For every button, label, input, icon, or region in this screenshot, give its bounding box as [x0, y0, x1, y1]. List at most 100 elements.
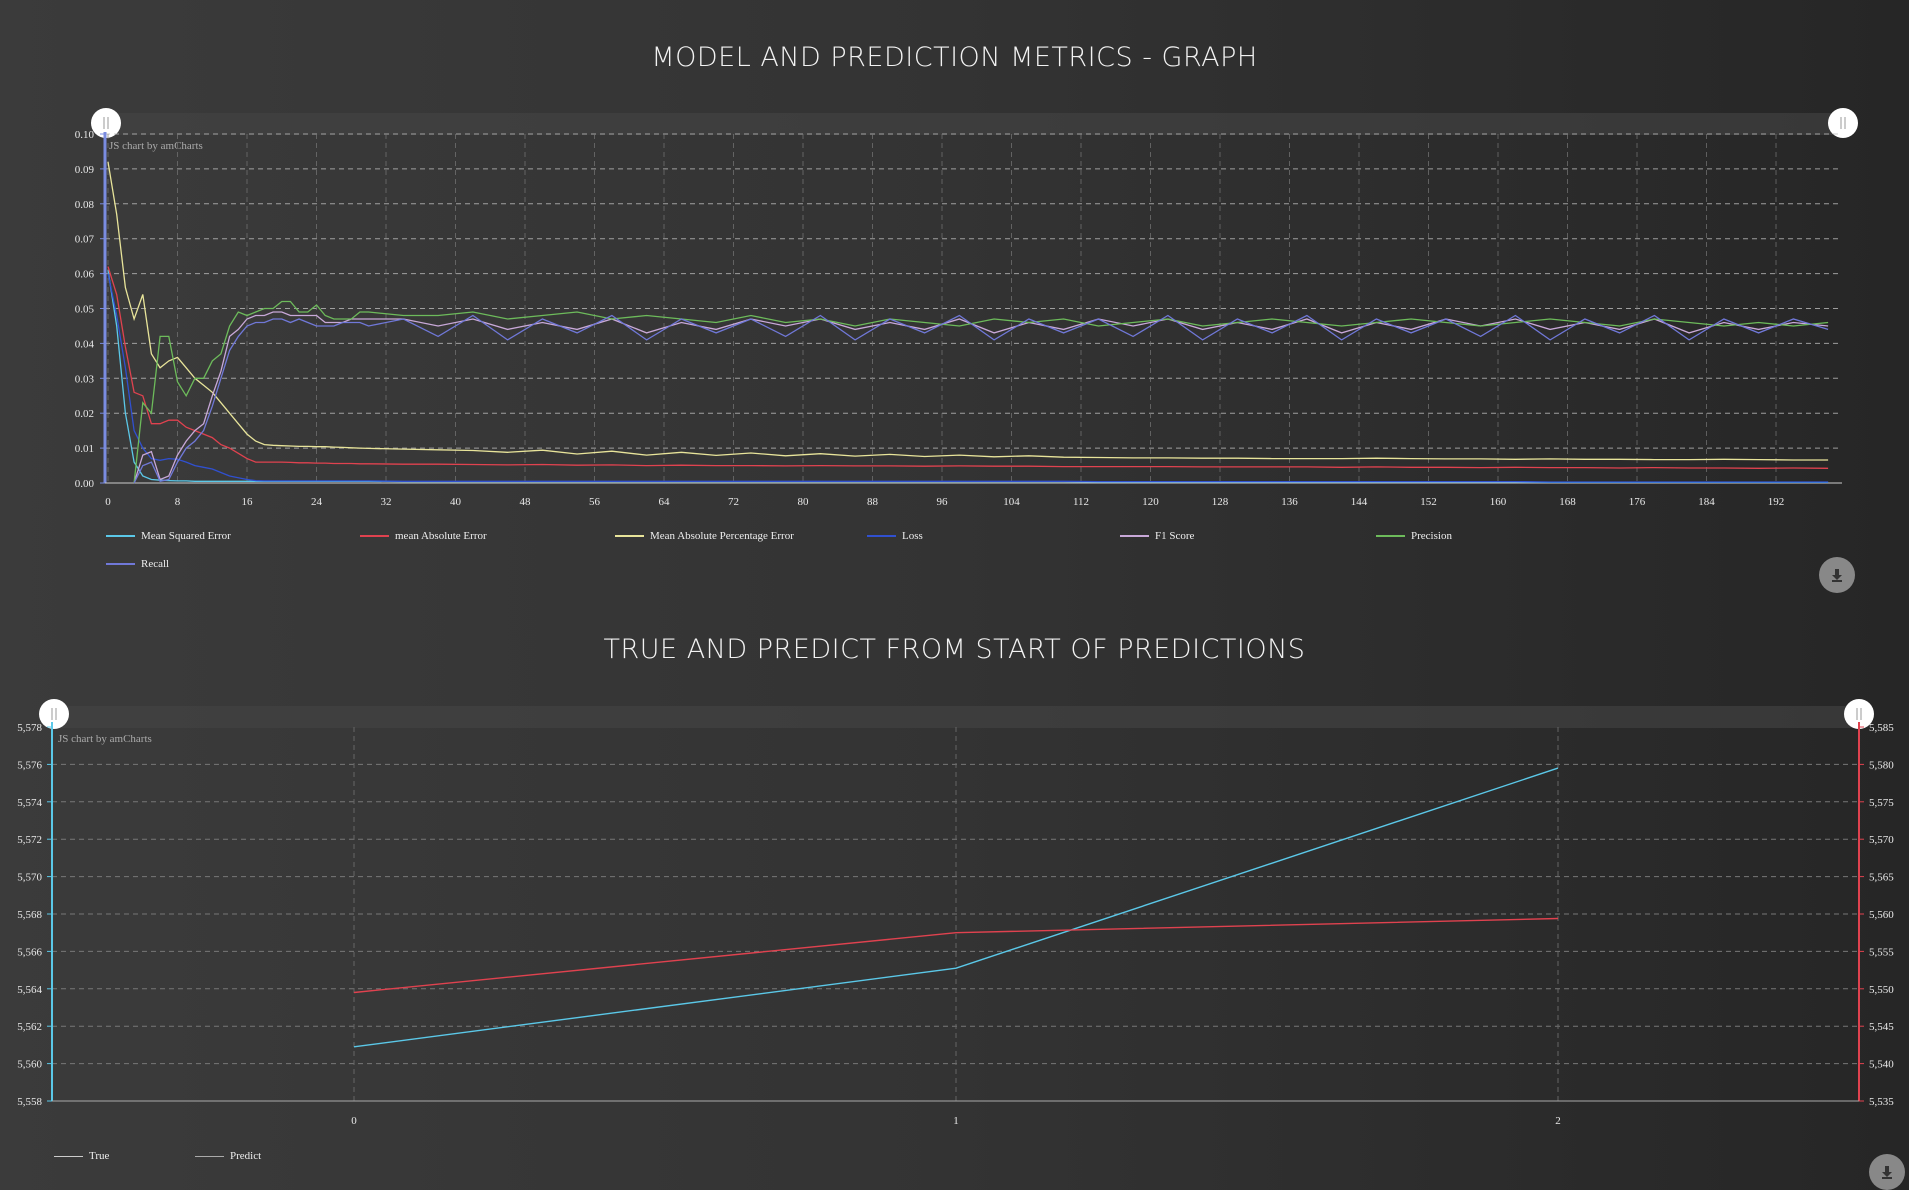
legend-label: F1 Score: [1155, 530, 1195, 542]
x-tick-label: 56: [589, 496, 601, 508]
download-icon: [1882, 1166, 1892, 1179]
series-line-mean-squared-error[interactable]: [107, 270, 1829, 483]
x-tick-label: 128: [1212, 496, 1229, 508]
legend-item[interactable]: Mean Squared Error: [106, 530, 231, 542]
scrollbar-track[interactable]: [54, 706, 1859, 728]
x-tick-label: 24: [311, 496, 323, 508]
x-tick-label: 8: [175, 496, 181, 508]
legend-label: True: [89, 1150, 110, 1162]
grip-icon: [91, 108, 121, 138]
y-tick-label: 0.06: [75, 269, 95, 281]
x-tick-label: 88: [867, 496, 879, 508]
y-left-tick-label: 5,562: [17, 1021, 42, 1033]
y-left-tick-label: 5,558: [17, 1096, 42, 1108]
x-tick-label: 64: [659, 496, 671, 508]
y-tick-label: 0.00: [75, 478, 95, 490]
legend-label: Recall: [141, 558, 170, 570]
x-tick-label: 0: [105, 496, 111, 508]
series-line-mean-absolute-percentage-error[interactable]: [107, 161, 1829, 461]
x-tick-label: 144: [1351, 496, 1368, 508]
legend-item[interactable]: Recall: [106, 558, 169, 570]
y-right-tick-label: 5,585: [1869, 722, 1894, 734]
y-right-tick-label: 5,540: [1869, 1059, 1894, 1071]
grip-icon: [1828, 108, 1858, 138]
y-tick-label: 0.04: [75, 338, 95, 350]
x-tick-label: 32: [381, 496, 392, 508]
x-tick-label: 0: [351, 1115, 357, 1127]
y-left-tick-label: 5,578: [17, 722, 42, 734]
x-tick-label: 1: [953, 1115, 959, 1127]
y-left-tick-label: 5,566: [17, 946, 42, 958]
x-tick-label: 40: [450, 496, 462, 508]
legend-item[interactable]: Loss: [867, 530, 923, 542]
y-tick-label: 0.02: [75, 408, 94, 420]
legend-label: mean Absolute Error: [395, 530, 487, 542]
legend-item[interactable]: True: [54, 1150, 109, 1162]
chart-credit-1[interactable]: JS chart by amCharts: [109, 140, 203, 152]
download-button-true-predict[interactable]: [1869, 1154, 1905, 1190]
x-tick-label: 2: [1555, 1115, 1561, 1127]
legend-label: Loss: [902, 530, 923, 542]
series-line-mean-absolute-error[interactable]: [107, 266, 1829, 469]
scrollbar-grip-left[interactable]: [91, 108, 121, 138]
y-tick-label: 0.10: [75, 129, 95, 141]
legend-swatch: [195, 1155, 224, 1157]
y-left-tick-label: 5,574: [17, 797, 42, 809]
legend-item[interactable]: mean Absolute Error: [360, 530, 487, 542]
x-tick-label: 48: [520, 496, 532, 508]
download-icon: [1832, 569, 1842, 582]
series-line-predict[interactable]: [353, 917, 1559, 994]
x-tick-label: 120: [1142, 496, 1159, 508]
legend-swatch: [54, 1155, 83, 1157]
series-line-true[interactable]: [353, 767, 1559, 1048]
y-left-tick-label: 5,572: [17, 834, 42, 846]
scrollbar-track[interactable]: [106, 113, 1843, 135]
legend-label: Mean Squared Error: [141, 530, 231, 542]
y-right-tick-label: 5,560: [1869, 909, 1894, 921]
y-tick-label: 0.09: [75, 164, 95, 176]
series-line-loss[interactable]: [107, 273, 1829, 483]
y-left-tick-label: 5,576: [17, 759, 42, 771]
true-predict-chart-title: TRUE AND PREDICT FROM START OF PREDICTIO…: [603, 634, 1306, 665]
grip-icon: [39, 699, 69, 729]
legend-swatch: [867, 535, 896, 537]
y-right-tick-label: 5,535: [1869, 1096, 1894, 1108]
y-left-tick-label: 5,560: [17, 1059, 42, 1071]
scrollbar-grip-right[interactable]: [1828, 108, 1858, 138]
legend-swatch: [615, 535, 644, 537]
x-tick-label: 72: [728, 496, 739, 508]
x-tick-label: 168: [1559, 496, 1576, 508]
chart-credit-2[interactable]: JS chart by amCharts: [58, 733, 152, 745]
y-right-tick-label: 5,565: [1869, 872, 1894, 884]
legend-item[interactable]: Precision: [1376, 530, 1452, 542]
metrics-chart-title: MODEL AND PREDICTION METRICS - GRAPH: [651, 42, 1258, 73]
x-tick-label: 184: [1698, 496, 1715, 508]
legend-item[interactable]: Predict: [195, 1150, 261, 1162]
y-left-tick-label: 5,570: [17, 872, 42, 884]
y-right-tick-label: 5,550: [1869, 984, 1894, 996]
series-line-precision[interactable]: [133, 300, 1829, 484]
x-tick-label: 152: [1420, 496, 1437, 508]
series-line-recall[interactable]: [133, 314, 1829, 484]
x-tick-label: 112: [1073, 496, 1089, 508]
legend-swatch: [106, 535, 135, 537]
legend-label: Precision: [1411, 530, 1452, 542]
legend-swatch: [1120, 535, 1149, 537]
scrollbar-grip-right[interactable]: [1844, 699, 1874, 729]
y-left-tick-label: 5,568: [17, 909, 42, 921]
y-tick-label: 0.08: [75, 199, 95, 211]
series-line-f1-score[interactable]: [133, 311, 1829, 484]
scrollbar-grip-left[interactable]: [39, 699, 69, 729]
legend-item[interactable]: F1 Score: [1120, 530, 1194, 542]
download-button-metrics[interactable]: [1819, 557, 1855, 593]
x-tick-label: 104: [1003, 496, 1020, 508]
legend-swatch: [360, 535, 389, 537]
y-tick-label: 0.05: [75, 304, 95, 316]
x-tick-label: 136: [1281, 496, 1298, 508]
legend-item[interactable]: Mean Absolute Percentage Error: [615, 530, 794, 542]
y-tick-label: 0.07: [75, 234, 95, 246]
legend-label: Predict: [230, 1150, 262, 1162]
y-right-tick-label: 5,555: [1869, 946, 1894, 958]
y-left-tick-label: 5,564: [17, 984, 42, 996]
